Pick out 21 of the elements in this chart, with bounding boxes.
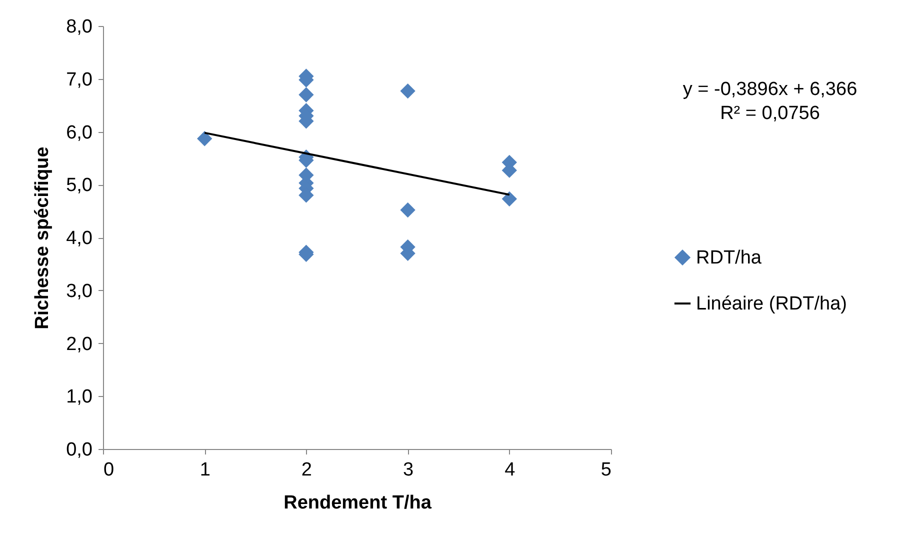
y-tick-label: 5,0 [66, 175, 92, 196]
y-tick-label: 6,0 [66, 122, 92, 144]
text: R² = 0,0756 [719, 102, 821, 126]
y-tick-label: 3,0 [66, 280, 92, 302]
y-tick-label: 8,0 [66, 16, 92, 38]
x-tick-label: 0 [104, 460, 114, 480]
x-tick-label: 4 [504, 460, 516, 480]
text: y = -0,3896x + 6,366 [682, 78, 858, 102]
legend-label: Linéaire (RDT/ha) [696, 294, 847, 314]
y-tick-label: 4,0 [66, 228, 92, 249]
legend-label: RDT/ha [696, 248, 762, 268]
y-tick-label: 7,0 [66, 69, 92, 90]
y-tick-label: 1,0 [66, 386, 92, 408]
x-axis-title: Rendement T/ha [284, 492, 432, 514]
y-tick-label: 0,0 [66, 440, 92, 460]
x-tick-label: 3 [403, 460, 414, 480]
y-axis-title: Richesse spécifique [32, 146, 54, 330]
x-tick-label: 1 [200, 460, 210, 480]
x-tick-label: 5 [600, 460, 612, 480]
x-tick-label: 2 [301, 460, 312, 480]
y-tick-label: 2,0 [66, 334, 92, 355]
